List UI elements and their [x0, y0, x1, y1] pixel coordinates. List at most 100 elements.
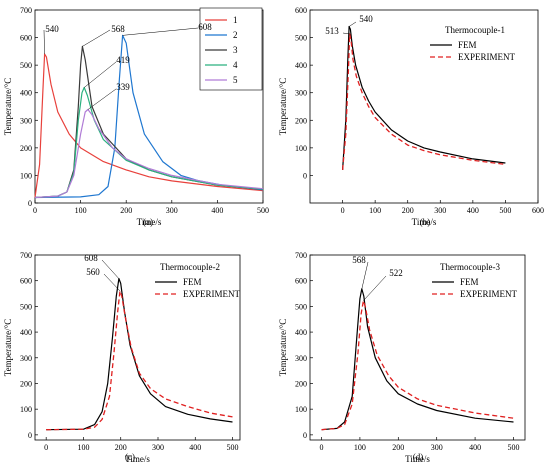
annotation-label: 540 [359, 14, 373, 24]
plot-frame [34, 9, 264, 204]
panel-caption: (d) [413, 452, 424, 462]
annotation-label: 560 [86, 267, 100, 277]
y-tick-label: 700 [20, 251, 32, 260]
legend-title: Thermocouple-1 [445, 25, 505, 35]
plot-frame [34, 254, 241, 441]
annotation-leader [361, 261, 369, 289]
y-tick-label: 200 [20, 379, 32, 388]
y-tick-label: 200 [295, 379, 307, 388]
annotation-leader [363, 275, 387, 301]
y-tick-label: 100 [20, 405, 32, 414]
y-tick-label: 100 [295, 405, 307, 414]
legend-entry: FEM [183, 277, 202, 287]
annotation-leader [103, 273, 121, 292]
y-tick-label: 700 [20, 6, 32, 15]
annotation-label: 568 [352, 255, 366, 265]
x-tick-label: 100 [354, 443, 366, 452]
series-line-fem [46, 278, 233, 431]
y-tick-label: 0 [28, 431, 32, 440]
x-tick-label: 600 [532, 206, 544, 215]
series-line-experiment [46, 290, 233, 431]
y-tick-label: 500 [20, 61, 32, 70]
y-tick-label: 400 [295, 61, 307, 70]
annotation-label: 608 [84, 253, 98, 263]
legend-entry: EXPERIMENT [458, 52, 515, 62]
chart-panel-b: 0 100 200 300 400 500 600 0 100 200 300 400 500 600 Ti… [278, 6, 544, 227]
y-tick-label: 100 [20, 171, 32, 180]
x-tick-label: 100 [75, 206, 87, 215]
x-tick-label: 500 [257, 206, 269, 215]
y-tick-label: 600 [20, 277, 32, 286]
series-line-4 [34, 86, 264, 199]
legend-entry: EXPERIMENT [460, 289, 517, 299]
legend-entry: 5 [233, 75, 238, 85]
x-tick-label: 400 [189, 443, 201, 452]
x-axis-label: Time/s [137, 217, 162, 227]
y-tick-label: 700 [295, 251, 307, 260]
x-axis-label: Time/s [412, 217, 437, 227]
x-tick-label: 500 [227, 443, 239, 452]
x-tick-label: 100 [369, 206, 381, 215]
x-tick-label: 0 [341, 206, 345, 215]
legend-entry: EXPERIMENT [183, 289, 240, 299]
annotation-label: 608 [198, 22, 212, 32]
x-tick-label: 300 [431, 443, 443, 452]
x-tick-label: 0 [320, 443, 324, 452]
x-tick-label: 300 [166, 206, 178, 215]
x-tick-label: 400 [467, 206, 479, 215]
x-tick-label: 500 [499, 206, 511, 215]
y-tick-label: 600 [295, 6, 307, 15]
x-tick-label: 100 [77, 443, 89, 452]
x-tick-label: 400 [469, 443, 481, 452]
panel-caption: (c) [125, 452, 135, 462]
y-tick-label: 0 [303, 431, 307, 440]
x-tick-label: 200 [392, 443, 404, 452]
panel-caption: (a) [143, 217, 153, 227]
plot-frame [309, 254, 526, 441]
x-axis-label: Time/s [125, 454, 150, 464]
y-tick-label: 300 [295, 354, 307, 363]
annotation-label: 522 [389, 268, 403, 278]
y-tick-label: 100 [295, 144, 307, 153]
legend-title: Thermocouple-3 [440, 262, 500, 272]
y-tick-label: 0 [28, 199, 32, 208]
series-line-fem [342, 25, 506, 170]
chart-panel-a: 0 100 200 300 400 500 0 100 200 300 400 500 600 700 Ti… [3, 6, 269, 227]
x-tick-label: 200 [115, 443, 127, 452]
y-tick-label: 500 [295, 302, 307, 311]
panel-caption: (b) [420, 217, 431, 227]
y-tick-label: 600 [20, 34, 32, 43]
annotation-label: 540 [45, 24, 59, 34]
chart-panel-c: 0 100 200 300 400 500 0 100 200 300 400 500 600 700 Ti… [3, 251, 240, 464]
x-axis-label: Time/s [405, 454, 430, 464]
legend-entry: 3 [233, 45, 238, 55]
annotation-label: 513 [325, 26, 339, 36]
y-tick-label: 400 [20, 328, 32, 337]
legend-entry: FEM [458, 40, 477, 50]
legend-box [199, 7, 263, 91]
x-tick-label: 300 [434, 206, 446, 215]
x-tick-label: 0 [33, 206, 37, 215]
series-line-experiment [341, 33, 506, 170]
y-tick-label: 500 [20, 302, 32, 311]
series-line-experiment [321, 300, 514, 431]
y-axis-label: Temperature/°C [3, 78, 13, 135]
annotation-leader [348, 21, 357, 27]
x-tick-label: 500 [507, 443, 519, 452]
series-line-5 [34, 108, 264, 199]
annotation-leader [84, 61, 117, 88]
annotation-leader [43, 29, 45, 55]
chart-panel-d: 0 100 200 300 400 500 0 100 200 300 400 500 600 700 Ti… [278, 251, 526, 464]
x-tick-label: 200 [402, 206, 414, 215]
plot-frame [309, 9, 539, 204]
y-axis-label: Temperature/°C [3, 319, 13, 376]
y-tick-label: 600 [295, 277, 307, 286]
annotation-label: 419 [116, 55, 130, 65]
x-tick-label: 300 [152, 443, 164, 452]
y-tick-label: 400 [295, 328, 307, 337]
y-tick-label: 300 [295, 89, 307, 98]
annotation-leader [122, 27, 199, 36]
series-line-1 [34, 53, 264, 198]
annotation-label: 568 [111, 24, 125, 34]
